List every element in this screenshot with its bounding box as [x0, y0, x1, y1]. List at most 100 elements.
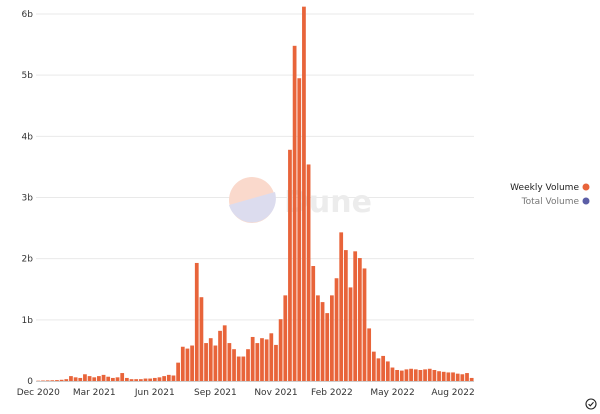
bar[interactable]	[465, 373, 469, 381]
bar[interactable]	[55, 380, 59, 381]
bar[interactable]	[451, 372, 455, 381]
bar[interactable]	[460, 374, 465, 381]
bar[interactable]	[59, 379, 64, 381]
bar[interactable]	[292, 45, 297, 382]
bar[interactable]	[260, 338, 264, 381]
bar[interactable]	[339, 232, 344, 381]
bar[interactable]	[124, 377, 129, 381]
bar[interactable]	[278, 319, 283, 381]
bar[interactable]	[306, 164, 311, 381]
bar[interactable]	[348, 287, 353, 381]
bar[interactable]	[437, 371, 441, 381]
bar[interactable]	[64, 379, 69, 381]
bar[interactable]	[469, 377, 474, 381]
bar[interactable]	[180, 346, 185, 381]
bar[interactable]	[78, 377, 83, 381]
bar[interactable]	[371, 351, 376, 381]
bar[interactable]	[404, 369, 409, 381]
watermark-text: Dune	[284, 185, 372, 220]
bar[interactable]	[190, 345, 194, 381]
bar[interactable]	[274, 344, 278, 381]
bar[interactable]	[395, 369, 399, 381]
bar[interactable]	[255, 343, 260, 381]
bar[interactable]	[111, 377, 115, 381]
bar[interactable]	[297, 78, 302, 381]
bar[interactable]	[236, 356, 241, 381]
bar[interactable]	[427, 368, 432, 381]
bar[interactable]	[45, 380, 50, 381]
bar[interactable]	[115, 377, 120, 381]
bar[interactable]	[106, 376, 111, 381]
bar[interactable]	[325, 313, 330, 381]
bar[interactable]	[288, 149, 292, 381]
bar[interactable]	[441, 371, 446, 381]
bar[interactable]	[283, 295, 288, 381]
bar[interactable]	[246, 349, 250, 381]
bar[interactable]	[381, 355, 386, 381]
bar[interactable]	[120, 373, 125, 381]
bar[interactable]	[208, 338, 213, 381]
bar[interactable]	[446, 372, 451, 381]
bar[interactable]	[143, 378, 148, 381]
bar[interactable]	[204, 343, 208, 381]
legend-label: Weekly Volume	[510, 183, 579, 193]
legend-item[interactable]: Total Volume	[521, 197, 590, 207]
bar[interactable]	[87, 376, 92, 381]
bar[interactable]	[367, 328, 372, 381]
bar[interactable]	[357, 258, 362, 381]
bar[interactable]	[97, 376, 101, 381]
bar[interactable]	[157, 377, 162, 381]
bar[interactable]	[418, 369, 423, 381]
bar[interactable]	[343, 250, 348, 381]
bar[interactable]	[311, 266, 316, 381]
bar[interactable]	[269, 333, 274, 381]
bar[interactable]	[227, 343, 232, 381]
bar[interactable]	[376, 358, 381, 381]
bar[interactable]	[171, 375, 176, 382]
bar[interactable]	[385, 361, 390, 381]
bar[interactable]	[390, 367, 395, 381]
legend[interactable]: Weekly Volume Total Volume	[510, 183, 590, 207]
bar[interactable]	[399, 370, 404, 381]
bar[interactable]	[134, 379, 139, 381]
bar[interactable]	[218, 330, 222, 381]
bar[interactable]	[199, 297, 204, 381]
bar[interactable]	[232, 349, 236, 381]
bar[interactable]	[73, 377, 78, 381]
bar[interactable]	[185, 348, 190, 381]
bar[interactable]	[432, 369, 437, 381]
bar[interactable]	[69, 376, 73, 381]
bar[interactable]	[413, 369, 418, 381]
bar[interactable]	[83, 374, 87, 381]
check-circle-icon[interactable]	[585, 398, 597, 410]
bar[interactable]	[129, 379, 134, 381]
bar[interactable]	[194, 262, 199, 381]
bar[interactable]	[250, 336, 255, 381]
bar[interactable]	[455, 373, 460, 381]
bar[interactable]	[222, 325, 227, 381]
bar[interactable]	[138, 379, 143, 381]
bar[interactable]	[101, 374, 106, 381]
bar[interactable]	[330, 295, 334, 381]
bar[interactable]	[162, 376, 167, 381]
bar[interactable]	[213, 345, 218, 381]
x-tick-label: Nov 2021	[254, 388, 297, 398]
bar[interactable]	[166, 374, 171, 381]
bar[interactable]	[50, 380, 55, 381]
legend-item[interactable]: Weekly Volume	[510, 183, 590, 193]
bar[interactable]	[92, 377, 97, 381]
bar[interactable]	[176, 362, 180, 381]
bar[interactable]	[320, 302, 325, 381]
x-tick-label: Jun 2021	[134, 388, 175, 398]
bar[interactable]	[302, 6, 306, 381]
bar[interactable]	[264, 339, 269, 381]
bar[interactable]	[241, 356, 246, 381]
bar[interactable]	[423, 369, 427, 381]
bar[interactable]	[316, 295, 320, 381]
bar[interactable]	[409, 368, 413, 381]
bar[interactable]	[148, 378, 153, 381]
bar[interactable]	[152, 377, 157, 381]
bar[interactable]	[334, 278, 339, 381]
bar[interactable]	[362, 268, 367, 381]
bar[interactable]	[353, 251, 358, 381]
